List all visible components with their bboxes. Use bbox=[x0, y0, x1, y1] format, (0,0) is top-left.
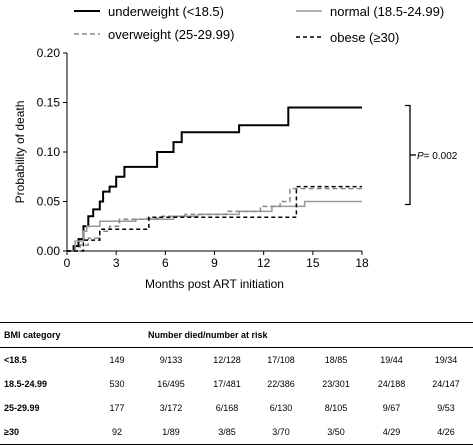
risk-row: 18.5-24.99 530 16/495 17/481 22/386 23/301 24/… bbox=[0, 372, 473, 396]
x-axis-label: Months post ART initiation bbox=[145, 277, 284, 291]
legend: underweight (<18.5) normal (18.5-24.99) ov… bbox=[74, 4, 444, 45]
y-axis-label: Probability of death bbox=[13, 101, 27, 204]
x-tick-label: 15 bbox=[306, 256, 320, 270]
died-at-risk-cell: 17/108 bbox=[267, 355, 295, 365]
died-at-risk-cell: 19/44 bbox=[380, 355, 403, 365]
y-tick-label: 0.15 bbox=[37, 96, 61, 110]
km-curve-3 bbox=[67, 185, 362, 252]
x-tick-label: 3 bbox=[113, 256, 120, 270]
died-at-risk-cell: 3/70 bbox=[254, 420, 308, 445]
km-chart: underweight (<18.5) normal (18.5-24.99) ov… bbox=[13, 4, 458, 291]
risk-table-header: BMI category Number died/number at risk bbox=[0, 322, 473, 348]
legend-label-3: obese (≥30) bbox=[330, 30, 399, 45]
died-at-risk-cell: 22/386 bbox=[267, 379, 295, 389]
legend-label-0: underweight (<18.5) bbox=[108, 4, 224, 19]
p-value-label: P= 0.002 bbox=[417, 151, 458, 162]
y-tick-label: 0.10 bbox=[37, 145, 61, 159]
died-at-risk-cell: 9/67 bbox=[382, 403, 401, 413]
x-tick-label: 0 bbox=[64, 256, 71, 270]
died-at-risk-cell: 9/53 bbox=[437, 403, 455, 413]
legend-label-2: overweight (25-29.99) bbox=[108, 27, 234, 42]
p-symbol: P bbox=[417, 151, 424, 162]
risk-row: 25-29.99 177 3/172 6/168 6/130 8/105 9/67 9/53 bbox=[0, 396, 473, 420]
survival-curves bbox=[67, 106, 362, 252]
km-curve-2 bbox=[67, 187, 362, 252]
died-at-risk-cell: 8/105 bbox=[324, 403, 348, 413]
y-tick-label: 0.00 bbox=[37, 244, 61, 258]
risk-row: ≥30 92 1/89 3/85 3/70 3/50 4/29 4/26 bbox=[0, 420, 473, 445]
x-tick-label: 12 bbox=[257, 256, 271, 270]
km-curve-1 bbox=[67, 200, 362, 252]
total-n-cell: 92 bbox=[92, 420, 142, 445]
bmi-category-cell: 25-29.99 bbox=[4, 403, 40, 413]
x-tick-label: 9 bbox=[211, 256, 218, 270]
bmi-category-cell: ≥30 bbox=[0, 420, 92, 445]
died-at-risk-cell: 4/29 bbox=[364, 420, 419, 445]
total-n-cell: 530 bbox=[109, 379, 125, 389]
died-at-risk-cell: 16/495 bbox=[157, 379, 185, 389]
died-at-risk-cell: 17/481 bbox=[213, 379, 241, 389]
died-at-risk-header: Number died/number at risk bbox=[142, 322, 473, 348]
died-at-risk-cell: 18/85 bbox=[324, 355, 348, 365]
p-bracket bbox=[405, 104, 411, 206]
legend-label-1: normal (18.5-24.99) bbox=[330, 4, 444, 19]
bmi-category-header: BMI category bbox=[0, 322, 92, 348]
died-at-risk-cell: 6/130 bbox=[269, 403, 293, 413]
died-at-risk-cell: 19/34 bbox=[434, 355, 458, 365]
died-at-risk-cell: 24/147 bbox=[432, 379, 460, 389]
died-at-risk-cell: 3/172 bbox=[159, 403, 183, 413]
risk-row: <18.5 149 9/133 12/128 17/108 18/85 19/44 19/34 bbox=[0, 348, 473, 373]
died-at-risk-cell: 3/85 bbox=[200, 420, 254, 445]
died-at-risk-cell: 4/26 bbox=[419, 420, 473, 445]
p-value-annotation: P= 0.002 bbox=[405, 104, 458, 206]
bmi-category-cell: <18.5 bbox=[4, 355, 27, 365]
bmi-category-cell: 18.5-24.99 bbox=[4, 379, 48, 389]
died-at-risk-cell: 12/128 bbox=[213, 355, 241, 365]
died-at-risk-cell: 24/188 bbox=[377, 379, 406, 389]
y-tick-label: 0.05 bbox=[37, 195, 61, 209]
died-at-risk-cell: 6/168 bbox=[215, 403, 239, 413]
x-tick-label: 18 bbox=[355, 256, 369, 270]
y-tick-label: 0.20 bbox=[37, 46, 61, 60]
p-value: = 0.002 bbox=[424, 151, 458, 162]
axes: 0 3 6 9 12 15 18 0.00 0.05 0.10 0.15 0.20 Months pos… bbox=[13, 46, 369, 291]
x-tick-label: 6 bbox=[162, 256, 169, 270]
died-at-risk-cell: 1/89 bbox=[142, 420, 200, 445]
died-at-risk-cell: 9/133 bbox=[159, 355, 183, 365]
risk-table: BMI category Number died/number at risk … bbox=[0, 322, 473, 445]
total-n-cell: 149 bbox=[109, 355, 125, 365]
died-at-risk-cell: 23/301 bbox=[322, 379, 350, 389]
total-n-cell: 177 bbox=[109, 403, 125, 413]
died-at-risk-cell: 3/50 bbox=[308, 420, 364, 445]
